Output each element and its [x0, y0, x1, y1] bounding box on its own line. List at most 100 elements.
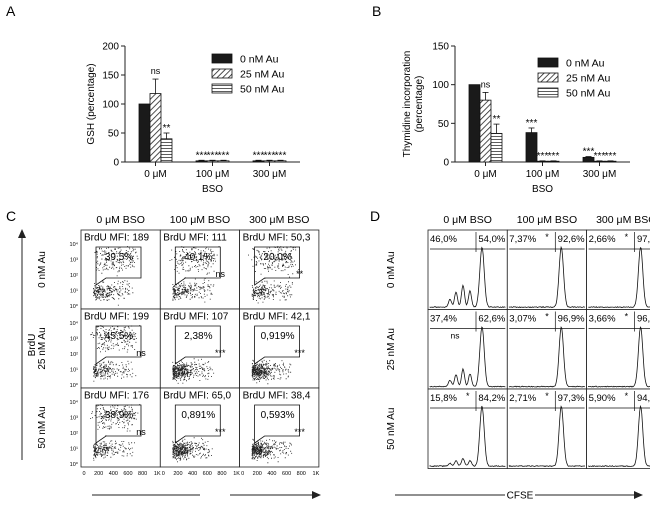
x-tick-label: 600: [123, 471, 132, 477]
significance-label: ***: [218, 150, 230, 161]
x-tick-label: 200: [173, 471, 182, 477]
right-gate-percentage: 92,6%: [558, 234, 585, 245]
scatter-cell: BrdU MFI: 107 2,38%***: [159, 308, 241, 389]
cell-frame: [586, 388, 650, 469]
left-gate-percentage: 7,37%: [509, 234, 536, 245]
row-label: 50 nM Au: [386, 408, 397, 450]
legend-swatch: [537, 72, 559, 83]
legend-label: 25 nM Au: [566, 73, 611, 85]
histogram-cell: 5,90% 94,1% *: [586, 388, 650, 469]
bar: [525, 132, 538, 163]
scatter-cell: BrdU MFI: 199 45,5%ns: [80, 308, 161, 389]
row-label: 25 nM Au: [386, 328, 397, 370]
cell-frame: [427, 229, 508, 310]
x-tick-label: 400: [109, 471, 118, 477]
bar: [149, 93, 162, 163]
panel-label-b: B: [372, 3, 381, 19]
significance-label: *: [625, 312, 629, 322]
mfi-label: BrdU MFI: 65,0: [163, 391, 231, 402]
significance-label: ***: [215, 427, 226, 437]
legend-swatch: [537, 57, 559, 68]
significance-label: ns: [136, 427, 146, 437]
column-header: 0 μM BSO: [443, 214, 492, 226]
x-axis-title: CFSE: [507, 491, 534, 502]
x-tick-label: 1K: [313, 471, 320, 477]
right-gate-percentage: 54,0%: [478, 234, 505, 245]
scatter-dots: [90, 404, 141, 461]
histogram-cell: 2,66% 97,3% *: [586, 229, 650, 310]
bar: [479, 99, 492, 163]
significance-label: ***: [275, 150, 287, 161]
cfse-histogram-grid: 0 μM BSO 100 μM BSO 300 μM BSO 0 nM Au 25 nM…: [386, 214, 650, 502]
left-gate-percentage: 5,90%: [589, 393, 616, 404]
cell-frame: [427, 388, 508, 469]
x-tick-label: 100 μM: [196, 169, 230, 180]
y-tick-label: 10⁴: [70, 320, 79, 327]
cell-frame: [506, 229, 587, 310]
scatter-dots: [172, 358, 215, 384]
scatter-dots: [251, 359, 292, 385]
y-tick-label: 10⁰: [70, 382, 79, 389]
bar: [160, 138, 173, 163]
panel-label-c: C: [6, 208, 16, 224]
y-tick-label: 10²: [70, 352, 78, 358]
column-header: 100 μM BSO: [170, 214, 230, 226]
significance-label: **: [163, 123, 171, 134]
cfse-histogram: [508, 405, 585, 468]
gate-box: [254, 246, 300, 286]
x-tick-label: 400: [267, 471, 276, 477]
significance-label: ***: [294, 348, 305, 358]
x-tick-label: 300 μM: [253, 169, 287, 180]
right-gate-percentage: 97,3%: [637, 234, 650, 245]
y-tick-label: 50: [108, 129, 120, 140]
bar: [582, 156, 595, 163]
gate-percentage: 39,5%: [105, 252, 133, 263]
mfi-label: BrdU MFI: 50,3: [243, 233, 311, 244]
gate-percentage: 0,593%: [261, 410, 295, 421]
gate-box: [174, 404, 221, 444]
gate-box: [254, 404, 300, 444]
y-tick-label: 10⁴: [70, 241, 79, 248]
significance-label: ns: [481, 79, 491, 89]
left-gate-percentage: 37,4%: [430, 314, 457, 325]
y-tick-label: 10¹: [70, 368, 78, 374]
cfse-histogram: [429, 326, 506, 388]
thymidine-bar-chart: 0 50 100 150 Thymidine incorporation(percent…: [402, 42, 630, 195]
x-tick-label: 1K: [233, 471, 240, 477]
x-tick-label: 800: [297, 471, 306, 477]
y-axis-label: GSH (percentage): [86, 63, 97, 144]
significance-label: ***: [583, 147, 595, 158]
right-gate-percentage: 96,3%: [637, 314, 650, 325]
gate-box: [174, 246, 221, 286]
x-tick-label: 0: [162, 471, 165, 477]
x-tick-label: 600: [203, 471, 212, 477]
cfse-histogram: [508, 326, 585, 388]
mfi-label: BrdU MFI: 176: [84, 391, 149, 402]
gate-percentage: 2,38%: [184, 331, 212, 342]
gate-percentage: 45,5%: [105, 331, 133, 342]
y-tick-label: 0: [443, 158, 449, 169]
y-tick-label: 200: [102, 42, 119, 53]
x-tick-label: 800: [217, 471, 226, 477]
panel-label-a: A: [6, 3, 16, 19]
gate-percentage: 0,891%: [181, 410, 215, 421]
gate-percentage: 0,919%: [261, 331, 295, 342]
mfi-label: BrdU MFI: 199: [84, 312, 149, 323]
y-axis-title: BrdU: [27, 334, 38, 357]
gate-percentage: 38,9%: [105, 410, 133, 421]
x-tick-label: 0: [82, 471, 85, 477]
right-gate-percentage: 62,6%: [478, 314, 505, 325]
histogram-cell: 2,71% 97,3% *: [506, 388, 587, 469]
x-tick-label: 800: [138, 471, 147, 477]
left-gate-percentage: 2,66%: [589, 234, 616, 245]
significance-label: ***: [294, 427, 305, 437]
right-gate-percentage: 96,9%: [558, 314, 585, 325]
legend-swatch: [211, 83, 233, 94]
significance-label: **: [493, 114, 501, 125]
cfse-histogram: [588, 326, 650, 388]
mfi-label: BrdU MFI: 38,4: [243, 391, 311, 402]
significance-label: **: [296, 269, 304, 279]
legend-label: 50 nM Au: [240, 84, 285, 96]
y-tick-label: 10⁰: [70, 461, 79, 468]
mfi-label: BrdU MFI: 42,1: [243, 312, 311, 323]
